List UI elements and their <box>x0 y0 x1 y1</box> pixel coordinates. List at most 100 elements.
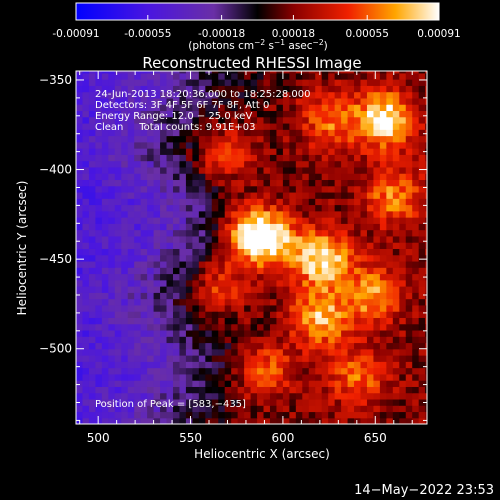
heatmap-cell <box>354 135 362 143</box>
heatmap-cell <box>418 292 426 300</box>
heatmap-cell <box>366 355 375 362</box>
heatmap-cell <box>231 173 239 181</box>
heatmap-cell <box>366 248 375 256</box>
heatmap-cell <box>269 185 278 193</box>
heatmap-cell <box>153 154 161 162</box>
heatmap-cell <box>134 191 142 199</box>
heatmap-cell <box>127 204 135 212</box>
heatmap-cell <box>224 191 232 199</box>
heatmap-cell <box>425 191 427 199</box>
heatmap-cell <box>172 411 181 419</box>
heatmap-cell <box>172 173 181 181</box>
heatmap-cell <box>302 173 310 181</box>
heatmap-cell <box>153 79 161 86</box>
heatmap-cell <box>185 279 193 287</box>
heatmap-cell <box>160 122 168 130</box>
heatmap-cell <box>412 72 420 80</box>
heatmap-cell <box>114 367 122 375</box>
heatmap-cell <box>321 141 329 149</box>
heatmap-cell <box>386 405 394 413</box>
heatmap-cell <box>101 110 109 118</box>
heatmap-cell <box>172 160 181 168</box>
heatmap-cell <box>101 292 109 300</box>
heatmap-cell <box>412 336 420 344</box>
heatmap-cell <box>108 304 116 312</box>
heatmap-cell <box>218 336 226 344</box>
heatmap-cell <box>127 342 135 350</box>
heatmap-cell <box>412 191 420 199</box>
heatmap-cell <box>308 160 316 168</box>
heatmap-cell <box>160 242 168 249</box>
heatmap-cell <box>328 417 336 424</box>
heatmap-cell <box>386 267 394 275</box>
heatmap-cell <box>166 122 174 130</box>
heatmap-cell <box>379 323 387 331</box>
heatmap-cell <box>360 248 368 256</box>
heatmap-cell <box>211 223 219 231</box>
heatmap-cell <box>231 254 239 262</box>
heatmap-cell <box>386 298 394 306</box>
heatmap-cell <box>172 122 181 130</box>
heatmap-cell <box>412 286 420 293</box>
heatmap-cell <box>386 91 394 99</box>
x-tick-label: 550 <box>179 431 202 445</box>
heatmap-cell <box>354 279 362 287</box>
heatmap-cell <box>425 260 427 268</box>
heatmap-cell <box>282 286 290 293</box>
heatmap-cell <box>192 298 200 306</box>
heatmap-cell <box>244 405 252 413</box>
heatmap-cell <box>224 217 232 224</box>
heatmap-cell <box>244 267 252 275</box>
heatmap-cell <box>269 85 278 93</box>
heatmap-cell <box>379 179 387 187</box>
heatmap-cell <box>263 229 271 237</box>
heatmap-cell <box>134 235 142 243</box>
heatmap-cell <box>76 386 84 394</box>
heatmap-cell <box>321 85 329 93</box>
heatmap-cell <box>334 342 342 350</box>
heatmap-cell <box>347 141 355 149</box>
heatmap-cell <box>334 166 342 174</box>
heatmap-cell <box>127 386 135 394</box>
heatmap-cell <box>360 223 368 231</box>
heatmap-cell <box>224 386 232 394</box>
heatmap-cell <box>334 223 342 231</box>
heatmap-cell <box>308 191 316 199</box>
heatmap-cell <box>101 279 109 287</box>
heatmap-cell <box>269 235 278 243</box>
heatmap-cell <box>302 311 310 318</box>
heatmap-cell <box>360 235 368 243</box>
heatmap-cell <box>153 160 161 168</box>
heatmap-cell <box>269 210 278 218</box>
heatmap-cell <box>153 217 161 224</box>
heatmap-cell <box>172 104 181 112</box>
heatmap-cell <box>172 405 181 413</box>
heatmap-cell <box>379 304 387 312</box>
heatmap-cell <box>147 367 155 375</box>
heatmap-cell <box>231 242 239 249</box>
heatmap-cell <box>127 304 135 312</box>
heatmap-cell <box>263 191 271 199</box>
heatmap-cell <box>244 198 252 206</box>
heatmap-cell <box>185 342 193 350</box>
heatmap-cell <box>218 71 226 74</box>
heatmap-cell <box>185 386 193 394</box>
heatmap-cell <box>412 298 420 306</box>
heatmap-cell <box>405 198 413 206</box>
heatmap-cell <box>276 235 284 243</box>
heatmap-cell <box>347 298 355 306</box>
heatmap-cell <box>185 97 193 105</box>
heatmap-cell <box>76 355 84 362</box>
heatmap-cell <box>373 373 381 381</box>
heatmap-cell <box>198 104 206 112</box>
heatmap-cell <box>425 342 427 350</box>
heatmap-cell <box>269 104 278 112</box>
heatmap-cell <box>244 229 252 237</box>
heatmap-cell <box>95 411 103 419</box>
heatmap-cell <box>244 311 252 318</box>
heatmap-cell <box>172 191 181 199</box>
heatmap-cell <box>134 417 142 424</box>
heatmap-cell <box>366 71 375 74</box>
heatmap-cell <box>405 398 413 406</box>
heatmap-cell <box>386 122 394 130</box>
